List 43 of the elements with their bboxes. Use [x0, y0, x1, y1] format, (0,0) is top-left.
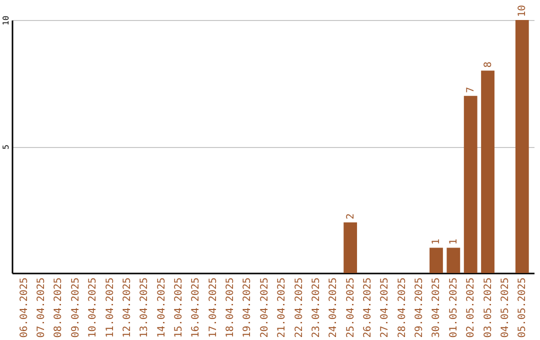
x-tick-label: 13.04.2025: [139, 278, 150, 338]
bar: [481, 70, 494, 273]
x-tick-label: 29.04.2025: [414, 278, 426, 338]
x-tick-label: 09.04.2025: [70, 278, 82, 338]
x-tick-label: 22.04.2025: [294, 278, 305, 338]
x-tick-label: 23.04.2025: [310, 278, 322, 338]
bar: [344, 222, 358, 273]
x-tick-label: 08.04.2025: [53, 278, 64, 338]
x-tick-label: 16.04.2025: [190, 278, 202, 338]
data-label: 1: [431, 238, 442, 245]
x-tick-label: 25.04.2025: [345, 278, 356, 338]
data-label: 8: [482, 62, 494, 68]
x-tick-label: 15.04.2025: [173, 278, 184, 338]
data-label: 7: [466, 86, 477, 93]
x-tick-label: 21.04.2025: [276, 278, 288, 338]
x-tick-label: 17.04.2025: [208, 278, 219, 338]
x-tick-label: 18.04.2025: [225, 278, 236, 338]
x-tick-label: 06.04.2025: [18, 278, 30, 338]
x-tick-label: 10.04.2025: [88, 278, 99, 338]
y-tick-label: 5: [2, 144, 10, 150]
x-tick-label: 11.04.2025: [104, 278, 116, 338]
data-label: 10: [517, 4, 528, 17]
x-tick-label: 30.04.2025: [431, 278, 442, 338]
bar: [515, 20, 529, 273]
x-tick-label: 27.04.2025: [380, 278, 391, 338]
data-label: 1: [448, 238, 460, 245]
x-tick-label: 07.04.2025: [36, 278, 48, 338]
bar: [464, 96, 478, 273]
x-tick-label: 04.05.2025: [500, 278, 511, 338]
x-tick-label: 28.04.2025: [396, 278, 408, 338]
bar: [430, 248, 443, 273]
x-tick-label: 12.04.2025: [122, 278, 133, 338]
x-tick-label: 19.04.2025: [242, 278, 254, 338]
x-tick-label: 20.04.2025: [259, 278, 270, 338]
x-tick-label: 05.05.2025: [517, 278, 528, 338]
x-tick-label: 01.05.2025: [448, 278, 460, 338]
data-label: 2: [345, 213, 356, 220]
x-tick-label: 03.05.2025: [482, 278, 494, 338]
x-tick-label: 26.04.2025: [362, 278, 374, 338]
x-tick-label: 14.04.2025: [156, 278, 168, 338]
x-tick-label: 02.05.2025: [466, 278, 477, 338]
x-tick-label: 24.04.2025: [328, 278, 340, 338]
bar: [446, 248, 460, 273]
